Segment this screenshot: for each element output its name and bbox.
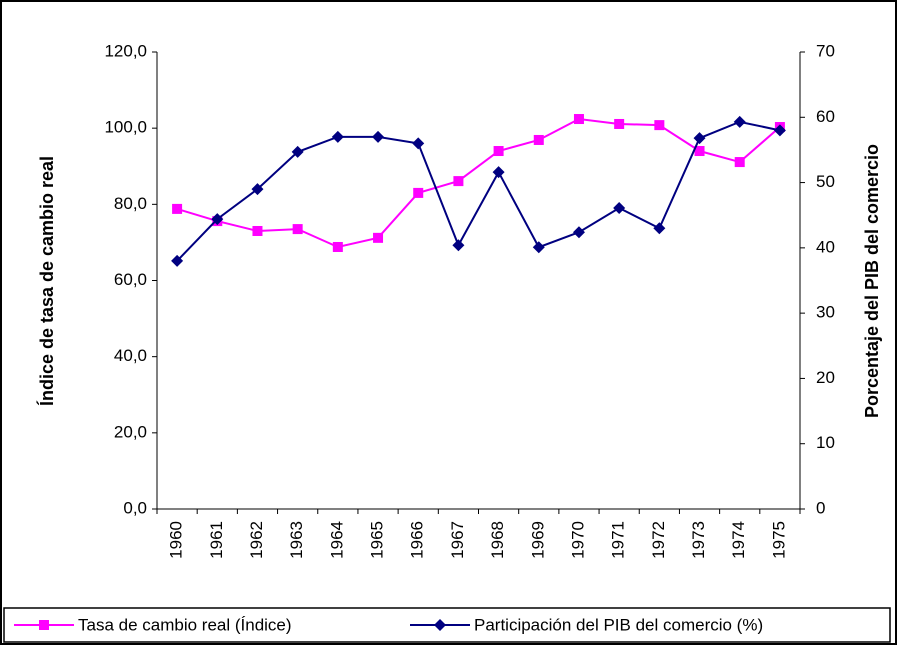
point [453,176,464,187]
y-tick-label: 120,0 [104,41,147,60]
point [613,202,626,215]
point [733,115,746,128]
point [372,130,385,143]
y2-tick-label: 0 [816,498,825,517]
y-tick-label: 40,0 [114,346,147,365]
x-tick-label: 1964 [327,521,346,559]
point [251,183,264,196]
point [373,232,384,243]
x-tick-label: 1960 [167,521,186,559]
point [331,130,344,143]
point [252,225,263,236]
point [572,226,585,239]
x-tick-label: 1973 [689,521,708,559]
y-tick-label: 0,0 [123,498,147,517]
y2-tick-label: 60 [816,107,835,126]
x-tick-label: 1967 [448,521,467,559]
point [332,241,343,252]
legend-marker [434,619,446,631]
x-tick-label: 1965 [368,521,387,559]
point [211,213,224,226]
point [693,132,706,145]
point [734,157,745,168]
x-tick-label: 1968 [488,521,507,559]
x-tick-label: 1974 [729,521,748,559]
point [614,118,625,129]
y2-tick-label: 20 [816,368,835,387]
y2-tick-label: 50 [816,172,835,191]
legend-label: Tasa de cambio real (Índice) [78,615,292,634]
y2-tick-label: 70 [816,41,835,60]
y-tick-label: 60,0 [114,270,147,289]
point [773,124,786,137]
point [653,222,666,235]
y2-tick-label: 10 [816,433,835,452]
y-tick-label: 80,0 [114,194,147,213]
x-tick-label: 1963 [287,521,306,559]
point [492,166,505,179]
y2-axis-title: Porcentaje del PIB del comercio [862,144,882,418]
y-tick-label: 100,0 [104,118,147,137]
x-tick-label: 1975 [769,521,788,559]
legend-label: Participación del PIB del comercio (%) [474,615,763,634]
point [532,241,545,254]
point [654,120,665,131]
point [533,134,544,145]
point [573,114,584,125]
point [412,137,425,150]
point [291,145,304,158]
x-tick-label: 1969 [528,521,547,559]
legend-marker [39,620,49,630]
point [452,239,465,252]
x-tick-label: 1962 [247,521,266,559]
point [292,224,303,235]
point [172,203,183,214]
x-tick-label: 1971 [609,521,628,559]
point [694,146,705,157]
series-line [176,120,781,262]
series-line [176,117,781,249]
x-tick-label: 1961 [207,521,226,559]
y-tick-label: 20,0 [114,422,147,441]
y2-tick-label: 30 [816,303,835,322]
point [493,146,504,157]
x-tick-label: 1966 [408,521,427,559]
x-tick-label: 1970 [568,521,587,559]
x-tick-label: 1972 [649,521,668,559]
y2-tick-label: 40 [816,237,835,256]
point [413,187,424,198]
y-axis-title: Índice de tasa de cambio real [36,156,57,406]
point [171,254,184,267]
